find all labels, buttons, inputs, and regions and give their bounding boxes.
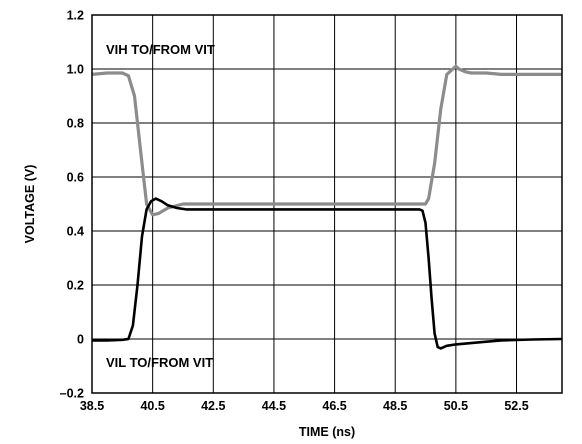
y-tick-label: 0.6 bbox=[67, 171, 84, 185]
y-tick-label: 0 bbox=[77, 333, 84, 347]
series-line-gray bbox=[91, 64, 562, 217]
y-tick-label: 0.4 bbox=[67, 225, 84, 239]
x-tick-label: 38.5 bbox=[80, 399, 104, 413]
y-tick-label: 0.2 bbox=[67, 279, 84, 293]
y-axis-title: VOLTAGE (V) bbox=[23, 165, 37, 244]
y-tick-label: 0.8 bbox=[67, 117, 84, 131]
x-tick-label: 46.5 bbox=[322, 399, 346, 413]
y-tick-label: 1.0 bbox=[67, 63, 84, 77]
y-tick-labels: –0.2 0 0.2 0.4 0.6 0.8 1.0 1.2 bbox=[60, 9, 84, 401]
x-tick-labels: 38.5 40.5 42.5 44.5 46.5 48.5 50.5 52.5 bbox=[80, 399, 529, 413]
annotation-vil: VIL TO/FROM VIT bbox=[106, 355, 213, 370]
annotation-vih: VIH TO/FROM VIT bbox=[106, 42, 215, 57]
x-tick-label: 48.5 bbox=[383, 399, 407, 413]
series-line-black bbox=[92, 197, 563, 350]
x-axis-title: TIME (ns) bbox=[299, 425, 355, 439]
series-lines bbox=[91, 64, 563, 350]
plot-frame bbox=[91, 14, 563, 394]
x-tick-label: 52.5 bbox=[504, 399, 528, 413]
y-tick-label: 1.2 bbox=[67, 9, 84, 23]
x-tick-label: 50.5 bbox=[444, 399, 468, 413]
x-tick-label: 40.5 bbox=[140, 399, 164, 413]
x-tick-label: 44.5 bbox=[262, 399, 286, 413]
x-tick-label: 42.5 bbox=[201, 399, 225, 413]
y-tick-label: –0.2 bbox=[60, 387, 84, 401]
